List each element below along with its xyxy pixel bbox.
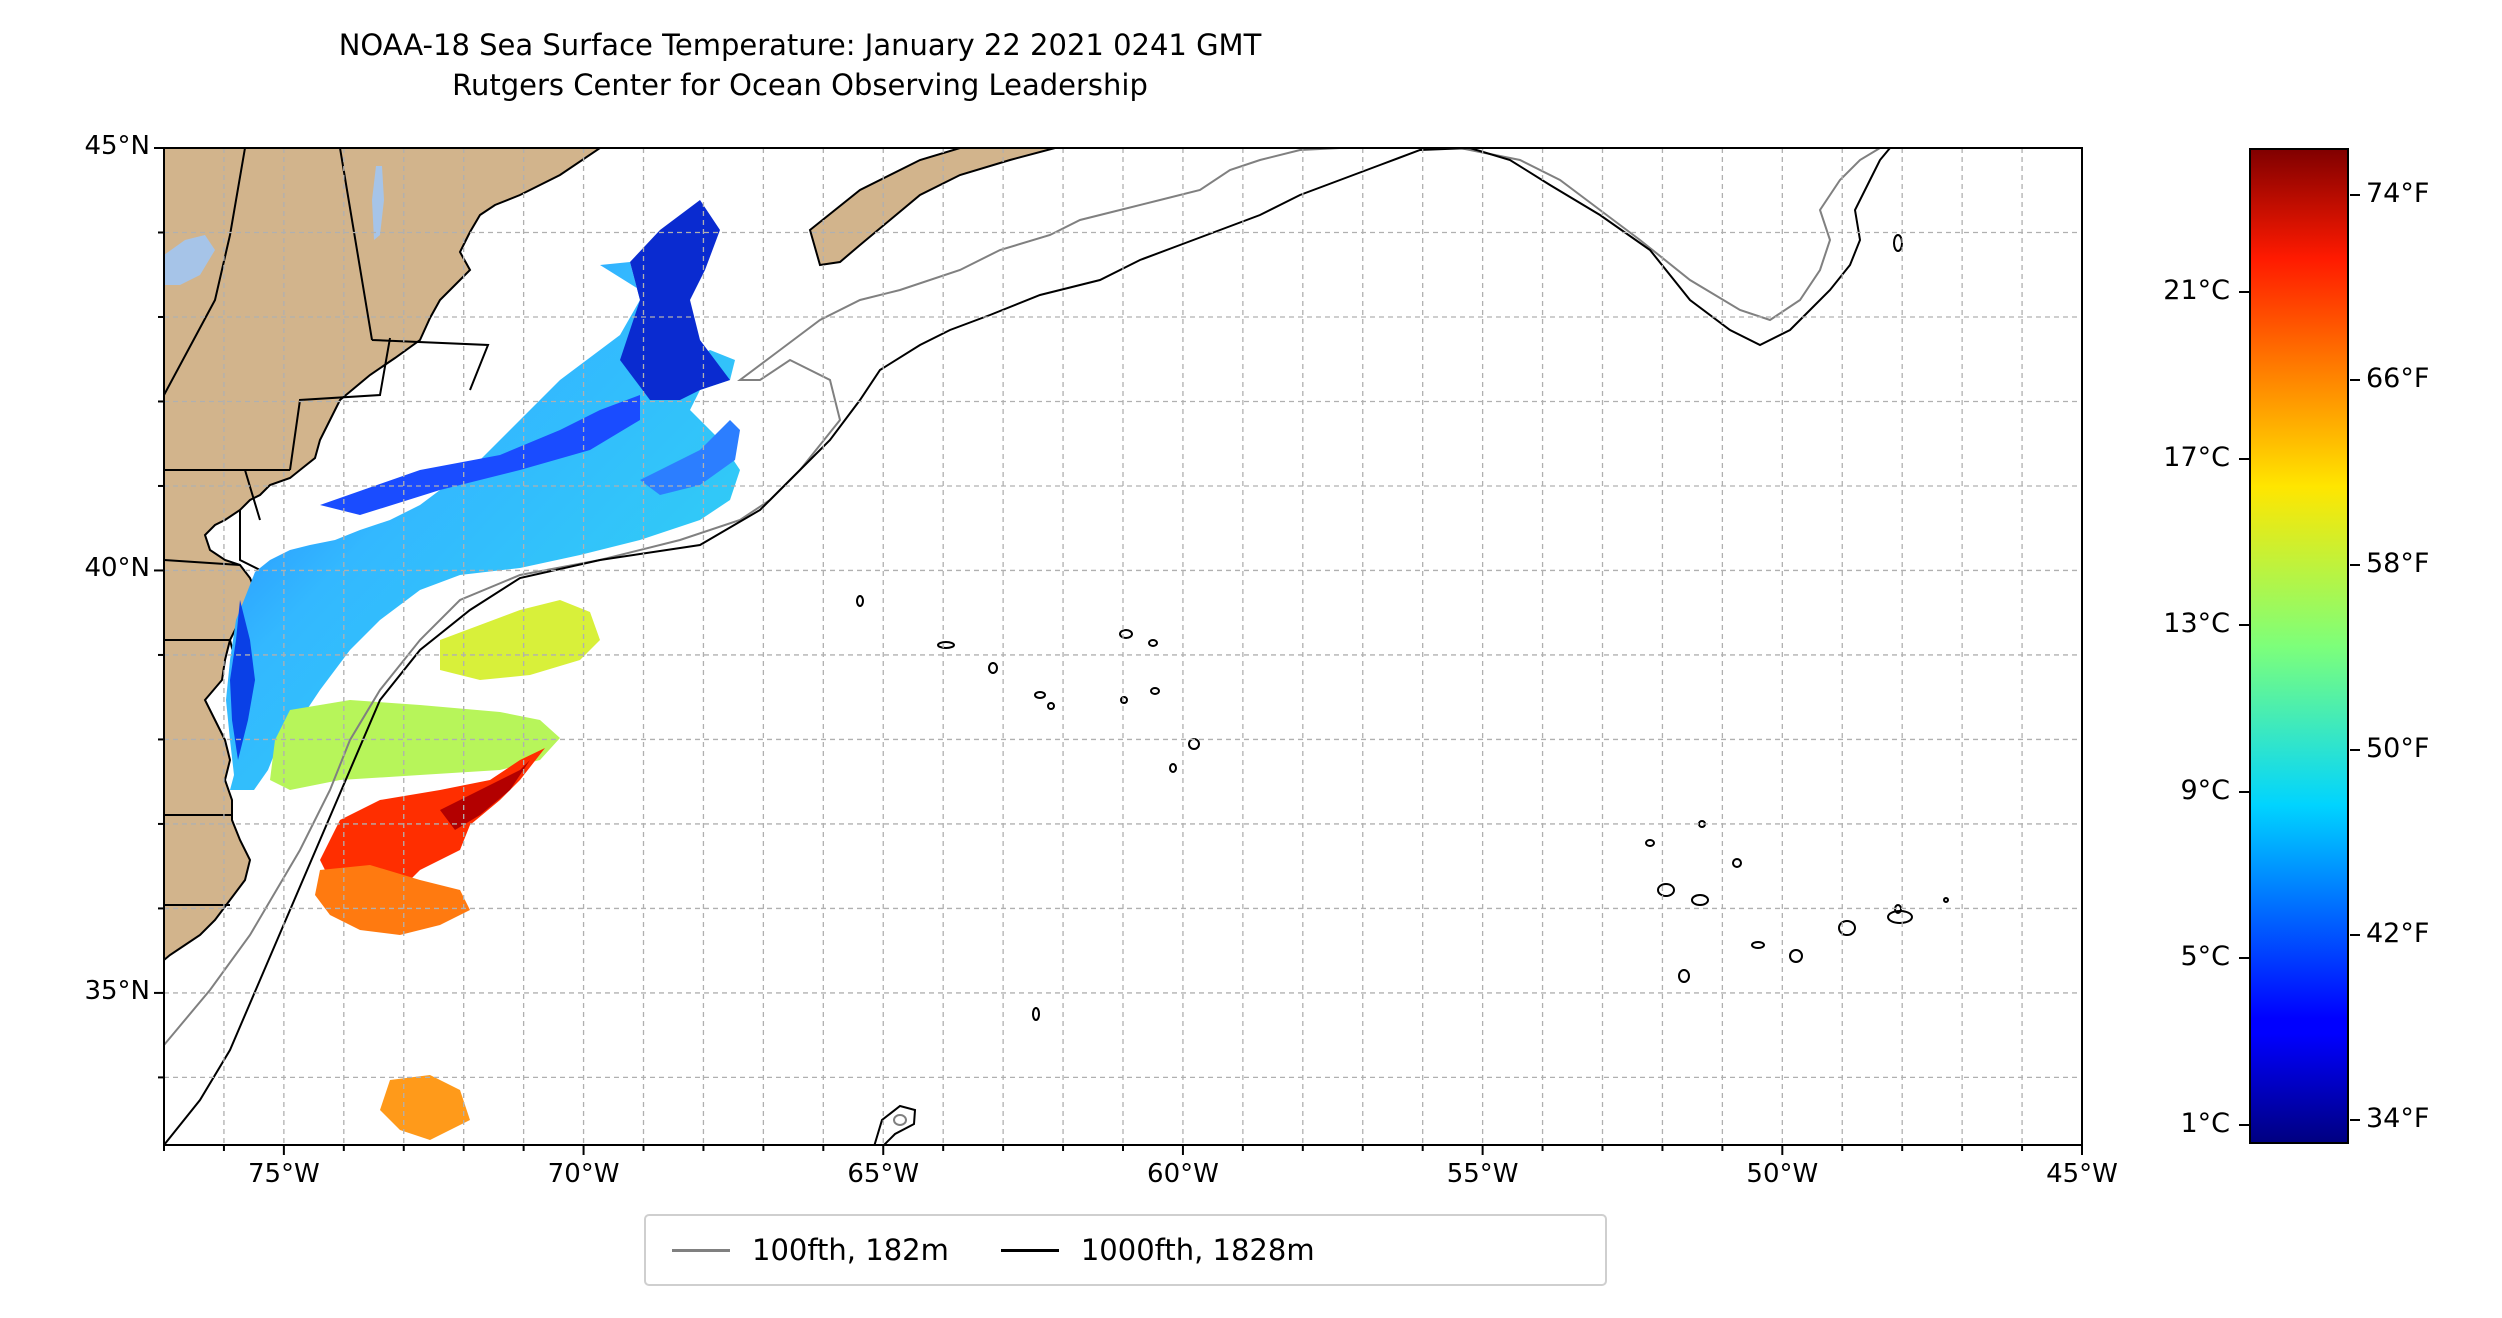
lon-tick-label: 60°W: [1147, 1159, 1219, 1189]
colorbar-tick-label-c: 5°C: [2180, 941, 2230, 973]
colorbar-tick-label-c: 21°C: [2163, 275, 2230, 307]
lat-tick-label: 45°N: [84, 131, 150, 161]
map-subtitle: Rutgers Center for Ocean Observing Leade…: [452, 68, 1148, 102]
colorbar-tick-mark-f: [2350, 194, 2360, 197]
map-title: NOAA-18 Sea Surface Temperature: January…: [338, 28, 1262, 62]
colorbar-tick-label-f: 50°F: [2366, 733, 2430, 765]
sst-gulf-stream-core: [440, 760, 530, 830]
colorbar: [2249, 148, 2349, 1144]
sst-gulf-stream: [320, 748, 545, 895]
colorbar-tick-label-f: 74°F: [2366, 178, 2430, 210]
lon-tick-label: 65°W: [847, 1159, 920, 1189]
sst-warm-band: [270, 700, 560, 790]
map-legend: 100fth, 182m 1000fth, 1828m: [644, 1214, 1607, 1286]
colorbar-tick-label-c: 17°C: [2163, 441, 2230, 473]
colorbar-tick-mark-c: [2239, 624, 2249, 627]
sst-offshore-patch: [380, 1075, 470, 1140]
map-gridlines: [164, 148, 2082, 1145]
sst-gulf-of-maine: [620, 200, 730, 400]
sst-shelf-waters: [226, 262, 740, 790]
lake-ontario-edge: [164, 235, 215, 285]
lon-tick-label: 45°W: [2046, 1159, 2118, 1189]
lat-tick-label: 40°N: [84, 553, 150, 584]
colorbar-gradient: [2250, 149, 2348, 1143]
colorbar-tick-mark-c: [2239, 957, 2249, 960]
colorbar-tick-mark-f: [2350, 933, 2360, 936]
sst-georges-bank: [640, 420, 740, 495]
colorbar-tick-label-c: 13°C: [2163, 608, 2230, 640]
colorbar-tick-label-c: 9°C: [2180, 774, 2230, 806]
lon-tick-label: 55°W: [1446, 1159, 1519, 1189]
lake-champlain: [372, 166, 384, 240]
seamount-outlines: [856, 234, 1949, 1145]
legend-swatch-100fth: [672, 1248, 730, 1252]
legend-item-100fth: 100fth, 182m: [672, 1233, 949, 1267]
legend-label-100fth: 100fth, 182m: [752, 1233, 949, 1267]
lat-tick-label: 35°N: [84, 975, 150, 1006]
colorbar-tick-mark-f: [2350, 1118, 2360, 1121]
lon-tick-label: 75°W: [247, 1159, 320, 1189]
colorbar-tick-mark-c: [2239, 457, 2249, 460]
state-borders: [164, 148, 490, 906]
legend-swatch-1000fth: [1000, 1248, 1059, 1252]
isobath-1000fth: [164, 148, 1891, 1145]
land-nova-scotia: [808, 148, 1056, 267]
isobath-100fth: [164, 148, 1881, 1046]
colorbar-tick-label-f: 42°F: [2366, 917, 2430, 949]
lon-tick-label: 50°W: [1746, 1159, 1819, 1189]
colorbar-tick-label-f: 58°F: [2366, 548, 2430, 580]
colorbar-tick-mark-f: [2350, 564, 2360, 567]
sst-long-island-sound: [320, 395, 640, 515]
colorbar-tick-label-f: 66°F: [2366, 363, 2430, 395]
legend-label-1000fth: 1000fth, 1828m: [1080, 1233, 1315, 1267]
sst-slope-yellow: [440, 600, 600, 680]
colorbar-tick-mark-c: [2239, 1123, 2249, 1126]
land-us-east-coast: [164, 148, 602, 962]
colorbar-tick-mark-f: [2350, 379, 2360, 382]
colorbar-tick-mark-c: [2239, 291, 2249, 294]
colorbar-tick-label-f: 34°F: [2366, 1102, 2430, 1134]
map-tick-marks: [154, 147, 2083, 1155]
colorbar-tick-mark-f: [2350, 749, 2360, 752]
sst-chesapeake: [230, 600, 255, 760]
legend-item-1000fth: 1000fth, 1828m: [1000, 1233, 1315, 1267]
colorbar-tick-mark-c: [2239, 790, 2249, 793]
sst-gulf-stream-south: [315, 865, 470, 935]
colorbar-tick-label-c: 1°C: [2180, 1107, 2230, 1139]
lon-tick-label: 70°W: [547, 1159, 620, 1189]
